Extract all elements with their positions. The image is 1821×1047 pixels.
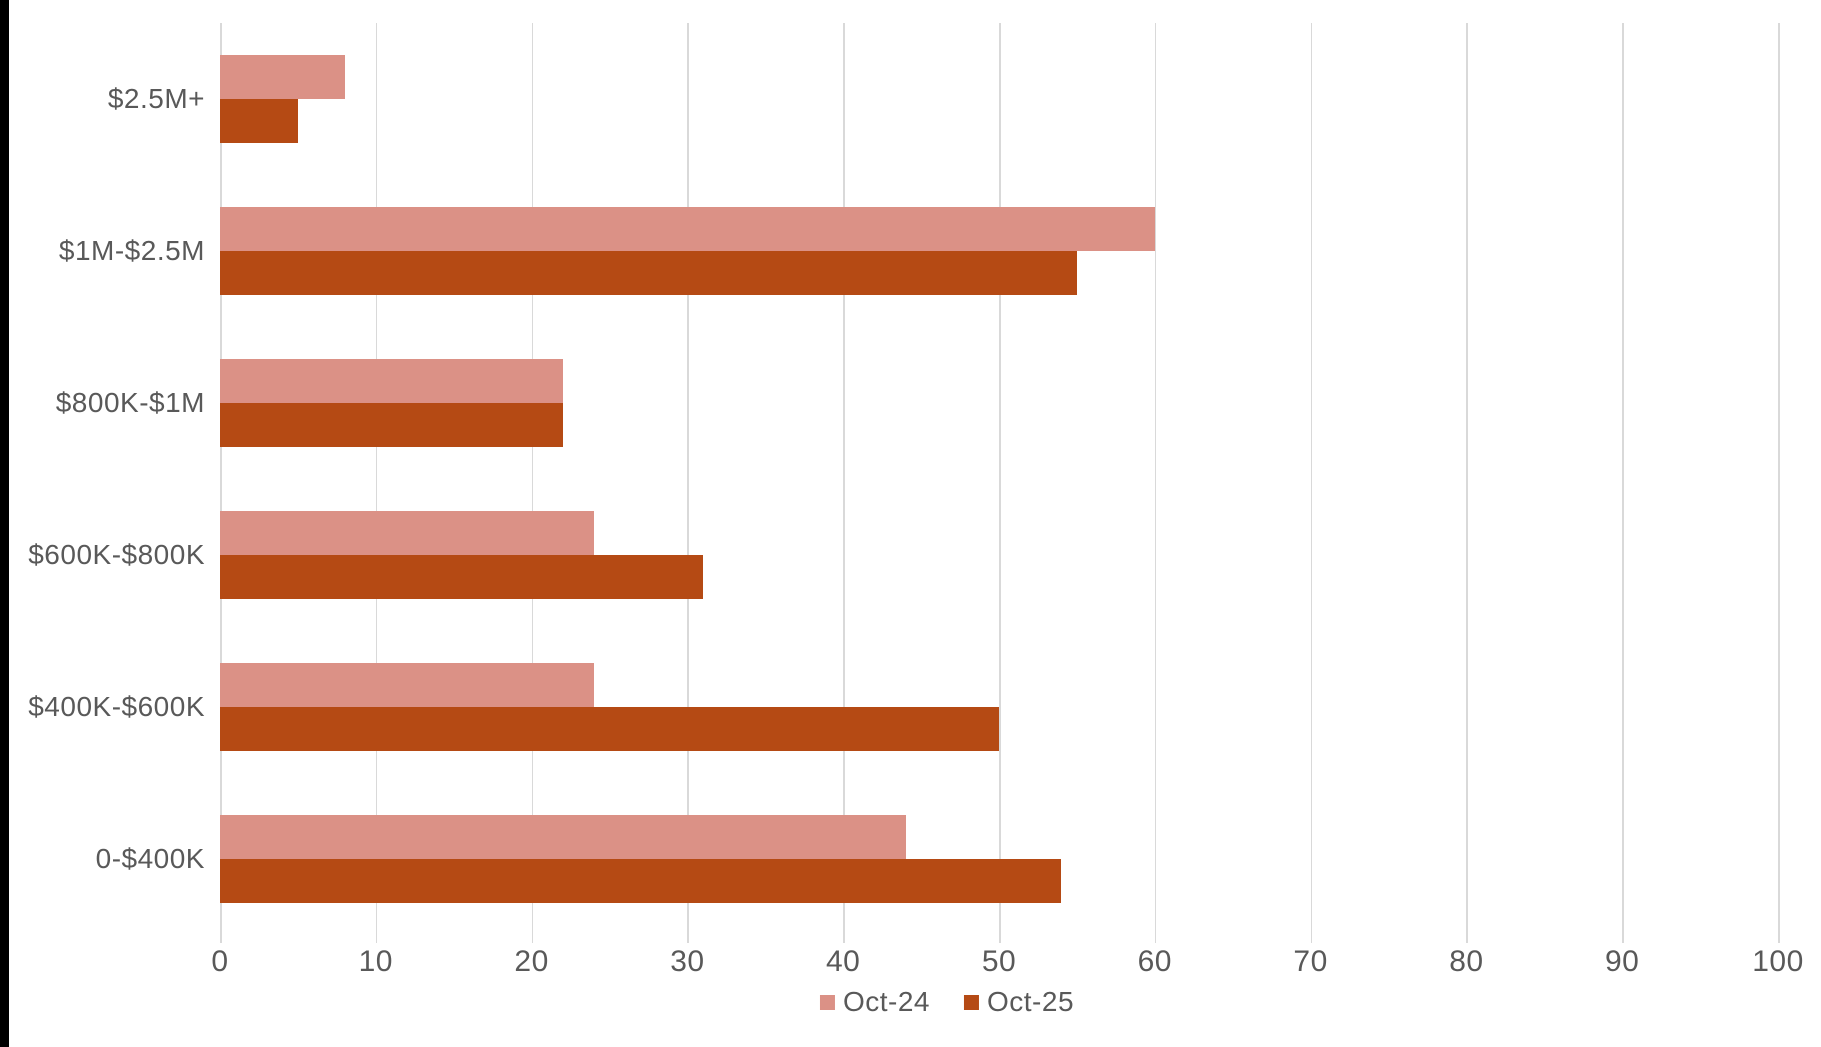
legend-swatch-icon <box>819 994 835 1010</box>
gridline <box>1310 23 1313 943</box>
x-tick-label: 30 <box>670 945 705 978</box>
legend: Oct-24 Oct-25 <box>819 986 1074 1018</box>
bar-oct-24--600k-800k <box>220 511 594 555</box>
bar-oct-25--2.5m+ <box>220 99 298 143</box>
bar-oct-25--1m-2.5m <box>220 251 1077 295</box>
legend-label: Oct-25 <box>987 986 1075 1017</box>
left-edge-strip <box>0 0 9 1047</box>
category-label: $600K-$800K <box>28 539 205 570</box>
x-tick-label: 70 <box>1293 945 1328 978</box>
legend-swatch-icon <box>964 994 979 1010</box>
category-label: $400K-$600K <box>28 691 205 722</box>
legend-item-oct-25: Oct-25 <box>964 986 1074 1018</box>
gridline <box>1466 23 1468 943</box>
gridline <box>1154 23 1157 943</box>
x-tick-label: 40 <box>826 945 861 978</box>
gridline <box>1778 23 1780 943</box>
x-tick-label: 80 <box>1449 945 1484 978</box>
gridline <box>220 23 222 943</box>
bar-oct-25--600k-800k <box>220 555 703 599</box>
category-label: $2.5M+ <box>107 83 205 114</box>
bar-oct-24--1m-2.5m <box>220 207 1155 251</box>
gridline <box>999 23 1001 943</box>
x-tick-label: 10 <box>358 945 393 978</box>
bar-oct-24--400k-600k <box>220 663 594 707</box>
y-axis-labels: $2.5M+ $1M-$2.5M $800K-$1M $600K-$800K $400K… <box>0 23 205 935</box>
x-tick-label: 0 <box>211 945 229 978</box>
bar-oct-24-0-400k <box>220 815 906 859</box>
bar-oct-25--400k-600k <box>220 707 999 751</box>
gridline <box>1622 23 1624 943</box>
gridline <box>375 23 378 943</box>
gridline <box>531 23 534 943</box>
x-tick-label: 50 <box>981 945 1017 978</box>
plot-area <box>220 23 1780 943</box>
x-axis: 0 10 20 30 40 50 60 70 80 90 100 <box>0 945 1821 985</box>
category-label: 0-$400K <box>95 843 205 874</box>
gridline <box>687 23 689 943</box>
category-label: $800K-$1M <box>55 387 205 418</box>
x-tick-label: 60 <box>1137 945 1172 978</box>
x-tick-label: 100 <box>1752 945 1804 978</box>
category-label: $1M-$2.5M <box>58 235 205 266</box>
bar-oct-25--800k-1m <box>220 403 563 447</box>
legend-label: Oct-24 <box>842 986 930 1017</box>
x-tick-label: 20 <box>514 945 549 978</box>
bar-oct-24--2.5m+ <box>220 55 345 99</box>
bar-oct-24--800k-1m <box>220 359 563 403</box>
legend-item-oct-24: Oct-24 <box>819 986 930 1018</box>
x-tick-label: 90 <box>1605 945 1640 978</box>
gridline <box>843 23 845 943</box>
bar-oct-25-0-400k <box>220 859 1062 903</box>
